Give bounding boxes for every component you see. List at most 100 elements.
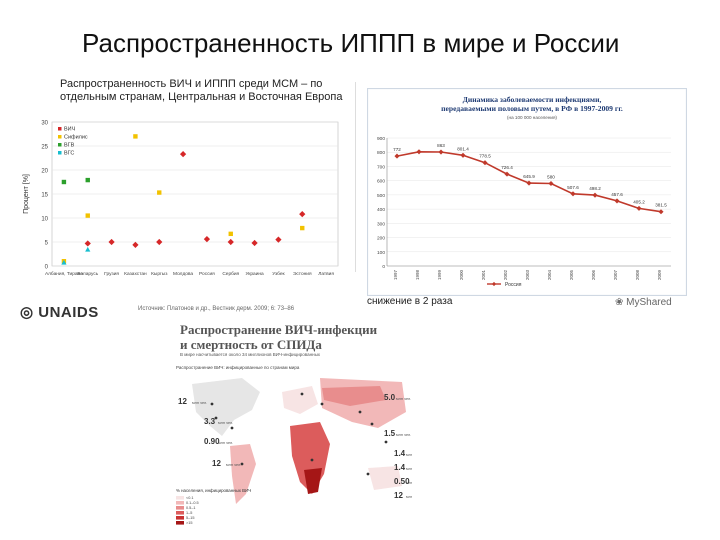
callout-dot (384, 440, 388, 444)
world-map-svg: Распространение ВИЧ: инфицированные по с… (176, 365, 421, 525)
point-ВГВ (61, 179, 67, 185)
data-label: 801.4 (457, 146, 469, 151)
data-label: 778.5 (479, 154, 491, 159)
x-tick-label: Россия (199, 271, 215, 277)
infographic-subtitle: В мире насчитывается около 34 миллионов … (180, 352, 321, 357)
chart2-frame (366, 87, 688, 297)
legend-swatch (176, 516, 184, 520)
data-label: 580 (547, 175, 555, 180)
legend-label: 1–5 (186, 511, 192, 515)
x-tick-label: 2004 (547, 270, 552, 281)
x-tick-label: Сербия (222, 271, 239, 277)
callout-dot (230, 426, 234, 430)
callout-value: 1.5 (384, 429, 396, 438)
callout-unit: млн чел. (396, 397, 411, 401)
point-ВИЧ (156, 238, 163, 246)
point-Сифилис (228, 231, 233, 237)
callout-unit: млн чел. (406, 453, 412, 457)
y-tick-label: 20 (41, 169, 48, 175)
x-tick-label: Кыргыз (151, 271, 168, 277)
legend-label: <0.1 (186, 496, 194, 500)
callout-unit: млн чел. (406, 495, 412, 499)
legend-marker (58, 127, 62, 131)
y-tick-label: 200 (377, 236, 385, 242)
legend-label: >15 (186, 521, 192, 525)
callout-value: 12 (394, 491, 403, 500)
line-point (614, 198, 620, 204)
data-label: 772 (393, 147, 401, 152)
point-ВГВ (85, 177, 90, 183)
australia-shape (368, 466, 402, 490)
callout-unit: млн чел. (218, 441, 233, 445)
callout-unit: млн чел. (406, 467, 412, 471)
point-Сифилис (133, 134, 138, 139)
divider (355, 82, 356, 272)
point-Сифилис (300, 225, 305, 231)
callout-dot (358, 410, 362, 414)
y-tick-label: 600 (377, 179, 385, 185)
source-note: Источник: Платонов и др., Вестник дерм. … (138, 306, 295, 312)
slide-title: Распространенность ИППП в мире и России (82, 28, 620, 58)
x-tick-label: 2003 (525, 270, 530, 281)
y-tick-label: 30 (41, 121, 48, 127)
callout-unit: млн чел. (396, 433, 411, 437)
data-label: 405.2 (633, 199, 645, 204)
y-tick-label: 100 (377, 250, 385, 256)
legend-swatch (176, 506, 184, 510)
map-caption: Распространение ВИЧ: инфицированные по с… (176, 365, 300, 370)
callout-value: 0.90 (204, 437, 220, 446)
x-tick-label: 2008 (635, 270, 640, 281)
legend-swatch (176, 521, 184, 525)
x-tick-label: 1997 (393, 270, 398, 281)
legend-label: ВИЧ (64, 127, 76, 133)
data-label: 498.2 (589, 186, 601, 191)
x-tick-label: Беларусь (77, 271, 98, 277)
x-tick-label: 1998 (415, 270, 420, 281)
legend-swatch (176, 501, 184, 505)
chart2-subtitle: (на 100 000 населения) (507, 115, 557, 120)
y-tick-label: 25 (41, 145, 48, 151)
legend-label: 5–15 (186, 516, 194, 520)
x-tick-label: 2000 (459, 270, 464, 281)
legend-swatch (176, 511, 184, 515)
data-label: 457.6 (611, 192, 623, 197)
southern-africa-shape (304, 468, 322, 494)
x-tick-label: Казахстан (124, 271, 147, 277)
data-label: 645.9 (523, 174, 535, 179)
x-tick-label: 2005 (569, 270, 574, 281)
legend-label: ВГС (64, 151, 74, 157)
y-tick-label: 900 (377, 136, 385, 142)
point-ВИЧ (179, 151, 187, 158)
europe-shape (282, 386, 318, 414)
x-tick-label: 2002 (503, 270, 508, 281)
x-tick-label: Украина (245, 271, 264, 277)
point-ВГС (85, 246, 91, 252)
myshared-watermark: ❀ MyShared (615, 297, 672, 308)
line-point (416, 149, 422, 155)
north-america-shape (192, 378, 260, 436)
legend-marker (58, 135, 62, 139)
point-ВИЧ (108, 238, 115, 246)
callout-dot (300, 392, 304, 396)
callout-value: 3.3 (204, 417, 216, 426)
callout-value: 0.50 (394, 477, 410, 486)
y-tick-label: 10 (41, 217, 48, 223)
x-tick-label: Латвия (318, 271, 334, 277)
callout-value: 12 (212, 459, 221, 468)
data-label: 507.6 (567, 185, 579, 190)
chart2-title-2: передаваемыми половым путем, в РФ в 1997… (441, 104, 623, 113)
callout-value: 12 (178, 397, 187, 406)
y-tick-label: 300 (377, 221, 385, 227)
chart1-plot: 0 5 10 15 20 25 30 Процент [%] Албания, ТиранаБе… (23, 121, 339, 277)
y-tick-label: 700 (377, 164, 385, 170)
y-tick-label: 400 (377, 207, 385, 213)
russia-shape (322, 386, 386, 406)
x-tick-label: 2006 (591, 270, 596, 281)
x-tick-label: 2001 (481, 270, 486, 281)
myshared-logo-icon: ❀ (615, 297, 627, 308)
hiv-infographic: Распространение ВИЧ-инфекции и смертност… (172, 318, 421, 528)
x-tick-label: Грузия (104, 271, 119, 277)
callout-value: 5.0 (384, 393, 396, 402)
world-map: Распространение ВИЧ: инфицированные по с… (172, 364, 421, 528)
y-axis-label: Процент [%] (23, 174, 30, 214)
